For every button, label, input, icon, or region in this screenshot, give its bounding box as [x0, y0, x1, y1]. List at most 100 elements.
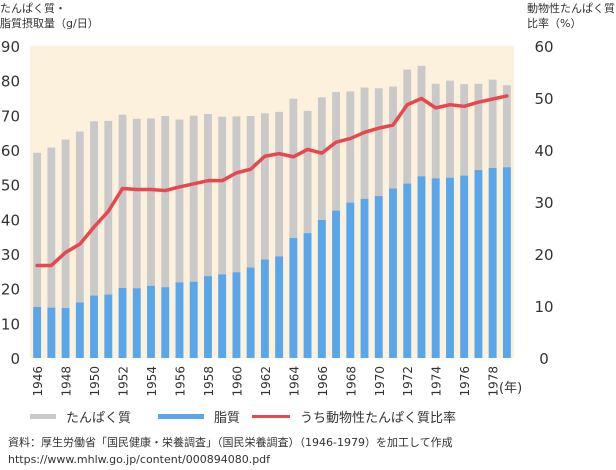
- x-tick-1970: 1970: [373, 366, 387, 397]
- fat-bar-1971: [389, 188, 397, 358]
- fat-bar-1972: [403, 183, 412, 358]
- fat-bar-1954: [147, 285, 155, 358]
- protein-bar-1958: [204, 113, 212, 359]
- y-left-tick-60: 60: [1, 142, 20, 160]
- x-tick-1972: 1972: [401, 366, 415, 397]
- legend-swatch-fat: [158, 413, 204, 419]
- fat-bar-1952: [118, 287, 127, 358]
- fat-bar-1951: [104, 294, 113, 358]
- legend-item-protein: たんぱく質: [30, 406, 131, 426]
- y-axis-left-ticks: 0 10 20 30 40 50 60 70 80 90: [1, 38, 20, 368]
- protein-bar-1951: [104, 120, 113, 358]
- legend-item-fat: 脂質: [158, 406, 240, 426]
- y-left-tick-80: 80: [1, 73, 20, 91]
- x-axis-ticks: 1946 1948 1950 1952 1954 1956 1958 1960 1962 1964…: [31, 366, 501, 397]
- x-tick-1952: 1952: [117, 366, 131, 397]
- fat-bar-1965: [303, 233, 312, 358]
- y-left-tick-10: 10: [1, 315, 20, 333]
- y-axis-left-title-line2: 脂質摂取量（g/日）: [0, 17, 99, 30]
- fat-bar-1967: [332, 210, 340, 358]
- x-axis-unit: (年): [499, 381, 522, 396]
- y-right-tick-10: 10: [534, 298, 553, 316]
- protein-bar-1947: [47, 147, 56, 358]
- x-tick-1974: 1974: [430, 366, 444, 397]
- x-tick-1950: 1950: [88, 366, 102, 397]
- fat-bar-1961: [246, 267, 255, 358]
- protein-bar-1957: [189, 115, 198, 359]
- protein-bar-1952: [118, 114, 127, 358]
- plot-background: [30, 46, 514, 358]
- y-left-tick-0: 0: [10, 350, 20, 368]
- fat-bar-1976: [460, 175, 469, 358]
- protein-bar-1964: [289, 98, 298, 359]
- fat-bar-1978: [488, 168, 497, 358]
- fat-bar-1948: [61, 308, 70, 358]
- protein-bar-1955: [161, 116, 170, 358]
- fat-bar-1977: [474, 170, 483, 358]
- fat-bar-1957: [189, 281, 198, 358]
- legend-label-protein: たんぱく質: [66, 410, 132, 426]
- source-note: 資料：厚生労働省「国民健康・栄養調査」（国民栄養調査）（1946-1979）を加…: [8, 436, 453, 449]
- y-right-tick-50: 50: [534, 90, 553, 108]
- y-left-tick-20: 20: [1, 281, 20, 299]
- protein-bar-1956: [175, 119, 184, 358]
- source-url: https://www.mhlw.go.jp/content/000894080…: [8, 453, 271, 466]
- y-right-tick-20: 20: [534, 246, 553, 264]
- legend-label-animal-ratio: うち動物性たんぱく質比率: [300, 410, 457, 426]
- animal-protein-line: [35, 94, 509, 268]
- protein-bar-1953: [132, 118, 141, 358]
- legend-item-animal-ratio: うち動物性たんぱく質比率: [252, 406, 456, 426]
- protein-bar-1962: [260, 113, 269, 359]
- fat-bar-1966: [317, 220, 326, 358]
- y-axis-right-ticks: 0 10 20 30 40 50 60: [534, 38, 553, 368]
- legend-label-fat: 脂質: [214, 410, 241, 426]
- fat-bar-1969: [360, 198, 369, 358]
- y-right-tick-60: 60: [534, 38, 553, 56]
- animal-protein-ratio-line: [35, 94, 509, 268]
- x-tick-1976: 1976: [458, 366, 472, 397]
- fat-bars: [33, 167, 511, 358]
- protein-bar-1961: [246, 116, 255, 358]
- fat-bar-1970: [374, 196, 383, 358]
- protein-bar-1959: [218, 116, 227, 358]
- x-tick-1960: 1960: [230, 366, 244, 397]
- fat-bar-1974: [431, 178, 440, 358]
- fat-bar-1950: [90, 295, 98, 358]
- protein-bar-1950: [90, 121, 98, 358]
- fat-bar-1955: [161, 287, 170, 358]
- x-tick-1968: 1968: [344, 366, 358, 397]
- y-left-tick-70: 70: [1, 107, 20, 125]
- y-axis-right-title-line1: 動物性たんぱく質: [527, 2, 615, 15]
- fat-bar-1975: [446, 177, 454, 358]
- legend-swatch-animal-ratio: [252, 414, 290, 418]
- fat-bar-1953: [132, 288, 141, 358]
- fat-bar-1946: [33, 307, 42, 358]
- x-tick-1946: 1946: [31, 366, 45, 397]
- y-right-tick-30: 30: [534, 194, 553, 212]
- fat-bar-1973: [417, 176, 426, 358]
- fat-bar-1962: [260, 259, 269, 358]
- y-right-tick-0: 0: [539, 350, 549, 368]
- legend-swatch-protein: [30, 413, 56, 419]
- y-right-tick-40: 40: [534, 142, 553, 160]
- protein-bar-1960: [232, 116, 241, 358]
- x-tick-1948: 1948: [60, 366, 74, 397]
- protein-bar-1954: [147, 118, 155, 358]
- x-tick-1958: 1958: [202, 366, 216, 397]
- fat-bar-1956: [175, 282, 184, 358]
- x-tick-1954: 1954: [145, 366, 159, 397]
- fat-bar-1963: [275, 256, 284, 358]
- y-left-tick-50: 50: [1, 177, 20, 195]
- x-tick-1966: 1966: [316, 366, 330, 397]
- protein-bar-1963: [275, 111, 284, 358]
- fat-bar-1958: [204, 276, 212, 358]
- protein-bar-1948: [61, 139, 70, 358]
- fat-bar-1949: [75, 302, 84, 358]
- protein-bar-1946: [33, 152, 42, 358]
- fat-bar-1959: [218, 274, 227, 358]
- x-tick-1956: 1956: [173, 366, 187, 397]
- y-left-tick-30: 30: [1, 246, 20, 264]
- x-tick-1962: 1962: [259, 366, 273, 397]
